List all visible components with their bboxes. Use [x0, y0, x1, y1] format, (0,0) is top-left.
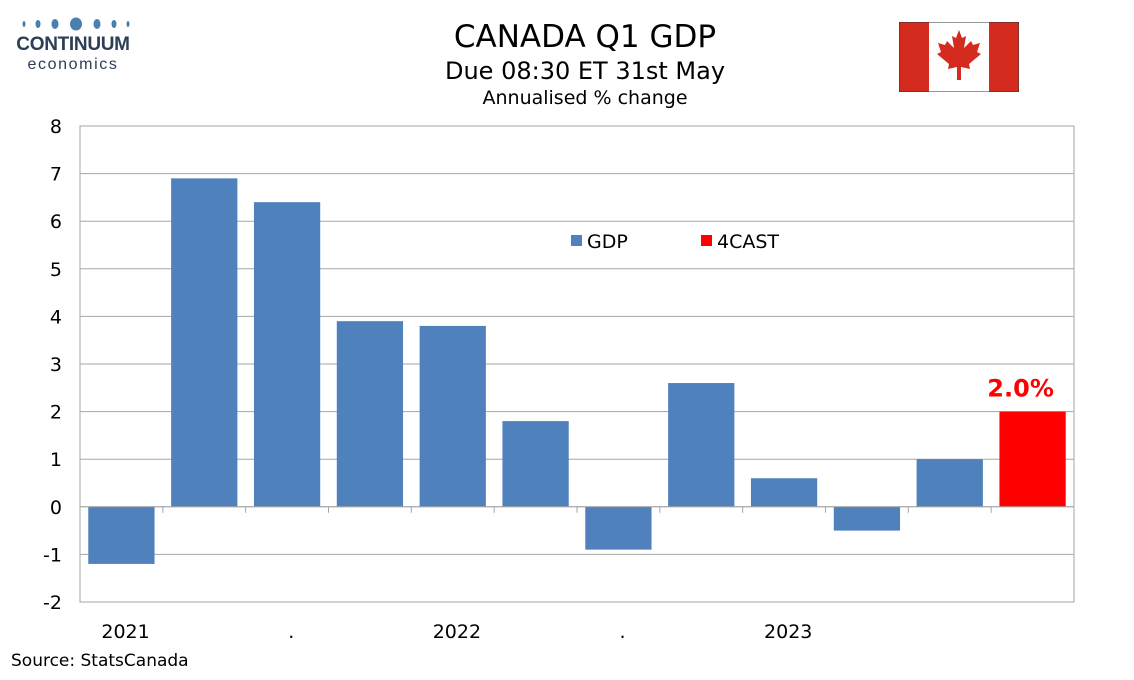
y-tick-label: -1 — [43, 544, 62, 566]
bar-gdp-10 — [916, 459, 983, 507]
bar-gdp-9 — [833, 506, 901, 531]
y-tick-label: 3 — [50, 354, 62, 376]
logo-wordmark: CONTINUUM — [16, 34, 130, 55]
chart-subtitle: Due 08:30 ET 31st May — [444, 57, 726, 85]
x-tick-label: 2023 — [764, 621, 812, 643]
bar-4cast-11 — [999, 411, 1066, 507]
bar-gdp-7 — [668, 383, 735, 507]
y-tick-label: 6 — [50, 211, 62, 233]
chart-legend: GDP 4CAST — [571, 231, 779, 253]
y-tick-label: 0 — [50, 497, 62, 519]
chart-title: CANADA Q1 GDP — [453, 19, 717, 55]
chart-bars — [88, 178, 1066, 564]
logo-tagline: economics — [27, 56, 119, 73]
x-tick-label: 2022 — [433, 621, 481, 643]
canada-flag-icon — [899, 22, 1019, 92]
y-tick-label: -2 — [43, 592, 62, 614]
source-note: Source: StatsCanada — [11, 651, 189, 671]
bar-gdp-3 — [336, 321, 404, 507]
legend-label-gdp: GDP — [587, 231, 628, 253]
continuum-economics-logo: CONTINUUM economics — [14, 14, 144, 78]
bar-gdp-6 — [585, 506, 652, 550]
y-tick-label: 5 — [50, 259, 62, 281]
y-tick-label: 4 — [50, 306, 62, 328]
bar-gdp-1 — [171, 178, 238, 507]
bar-gdp-2 — [253, 202, 321, 507]
bar-gdp-5 — [502, 421, 569, 507]
y-tick-label: 2 — [50, 402, 62, 424]
x-tick-label: 2021 — [101, 621, 149, 643]
bar-gdp-0 — [88, 506, 155, 564]
chart-units: Annualised % change — [482, 87, 688, 109]
legend-swatch-4cast — [701, 235, 712, 246]
y-tick-label: 8 — [50, 116, 62, 138]
x-tick-label: . — [620, 621, 626, 643]
x-tick-label: . — [288, 621, 294, 643]
y-tick-label: 7 — [50, 164, 62, 186]
chart-axes: -2 -1 0 1 2 3 4 5 6 7 8 2021. 2022. 2023 — [43, 116, 1075, 643]
bar-gdp-8 — [750, 478, 818, 507]
logo-dots-icon — [22, 17, 130, 31]
bar-gdp-4 — [419, 325, 486, 507]
legend-label-4cast: 4CAST — [717, 231, 779, 253]
legend-swatch-gdp — [571, 235, 582, 246]
forecast-value-label: 2.0% — [987, 375, 1054, 403]
chart-header: CANADA Q1 GDP Due 08:30 ET 31st May Annu… — [370, 18, 800, 110]
y-tick-label: 1 — [50, 449, 62, 471]
chart-annotations: 2.0% — [987, 375, 1054, 403]
